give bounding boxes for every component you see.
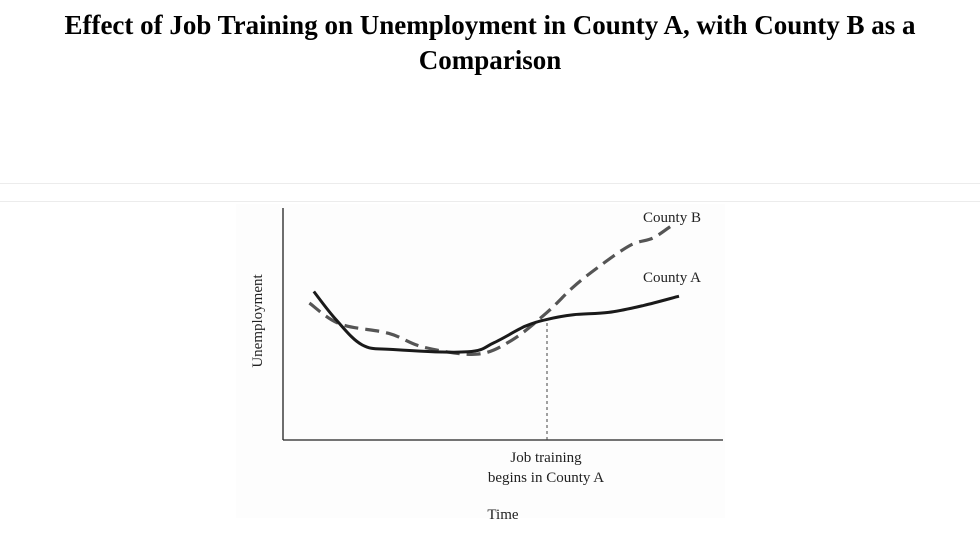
series-label-county-a: County A: [643, 270, 701, 286]
y-axis-label: Unemployment: [250, 274, 266, 368]
divider-bottom: [0, 201, 980, 202]
series-layer: [308, 225, 680, 356]
page-title: Effect of Job Training on Unemployment i…: [64, 10, 916, 75]
x-axis-label: Time: [487, 507, 518, 523]
county-b-line: [308, 225, 672, 356]
annotation-label-line-2: begins in County A: [488, 470, 604, 486]
county-a-line: [312, 290, 680, 354]
annotation-label-line-1: Job training: [510, 450, 582, 466]
divider-top: [0, 183, 980, 184]
figure-background: [236, 204, 725, 518]
series-label-county-b: County B: [643, 210, 701, 226]
